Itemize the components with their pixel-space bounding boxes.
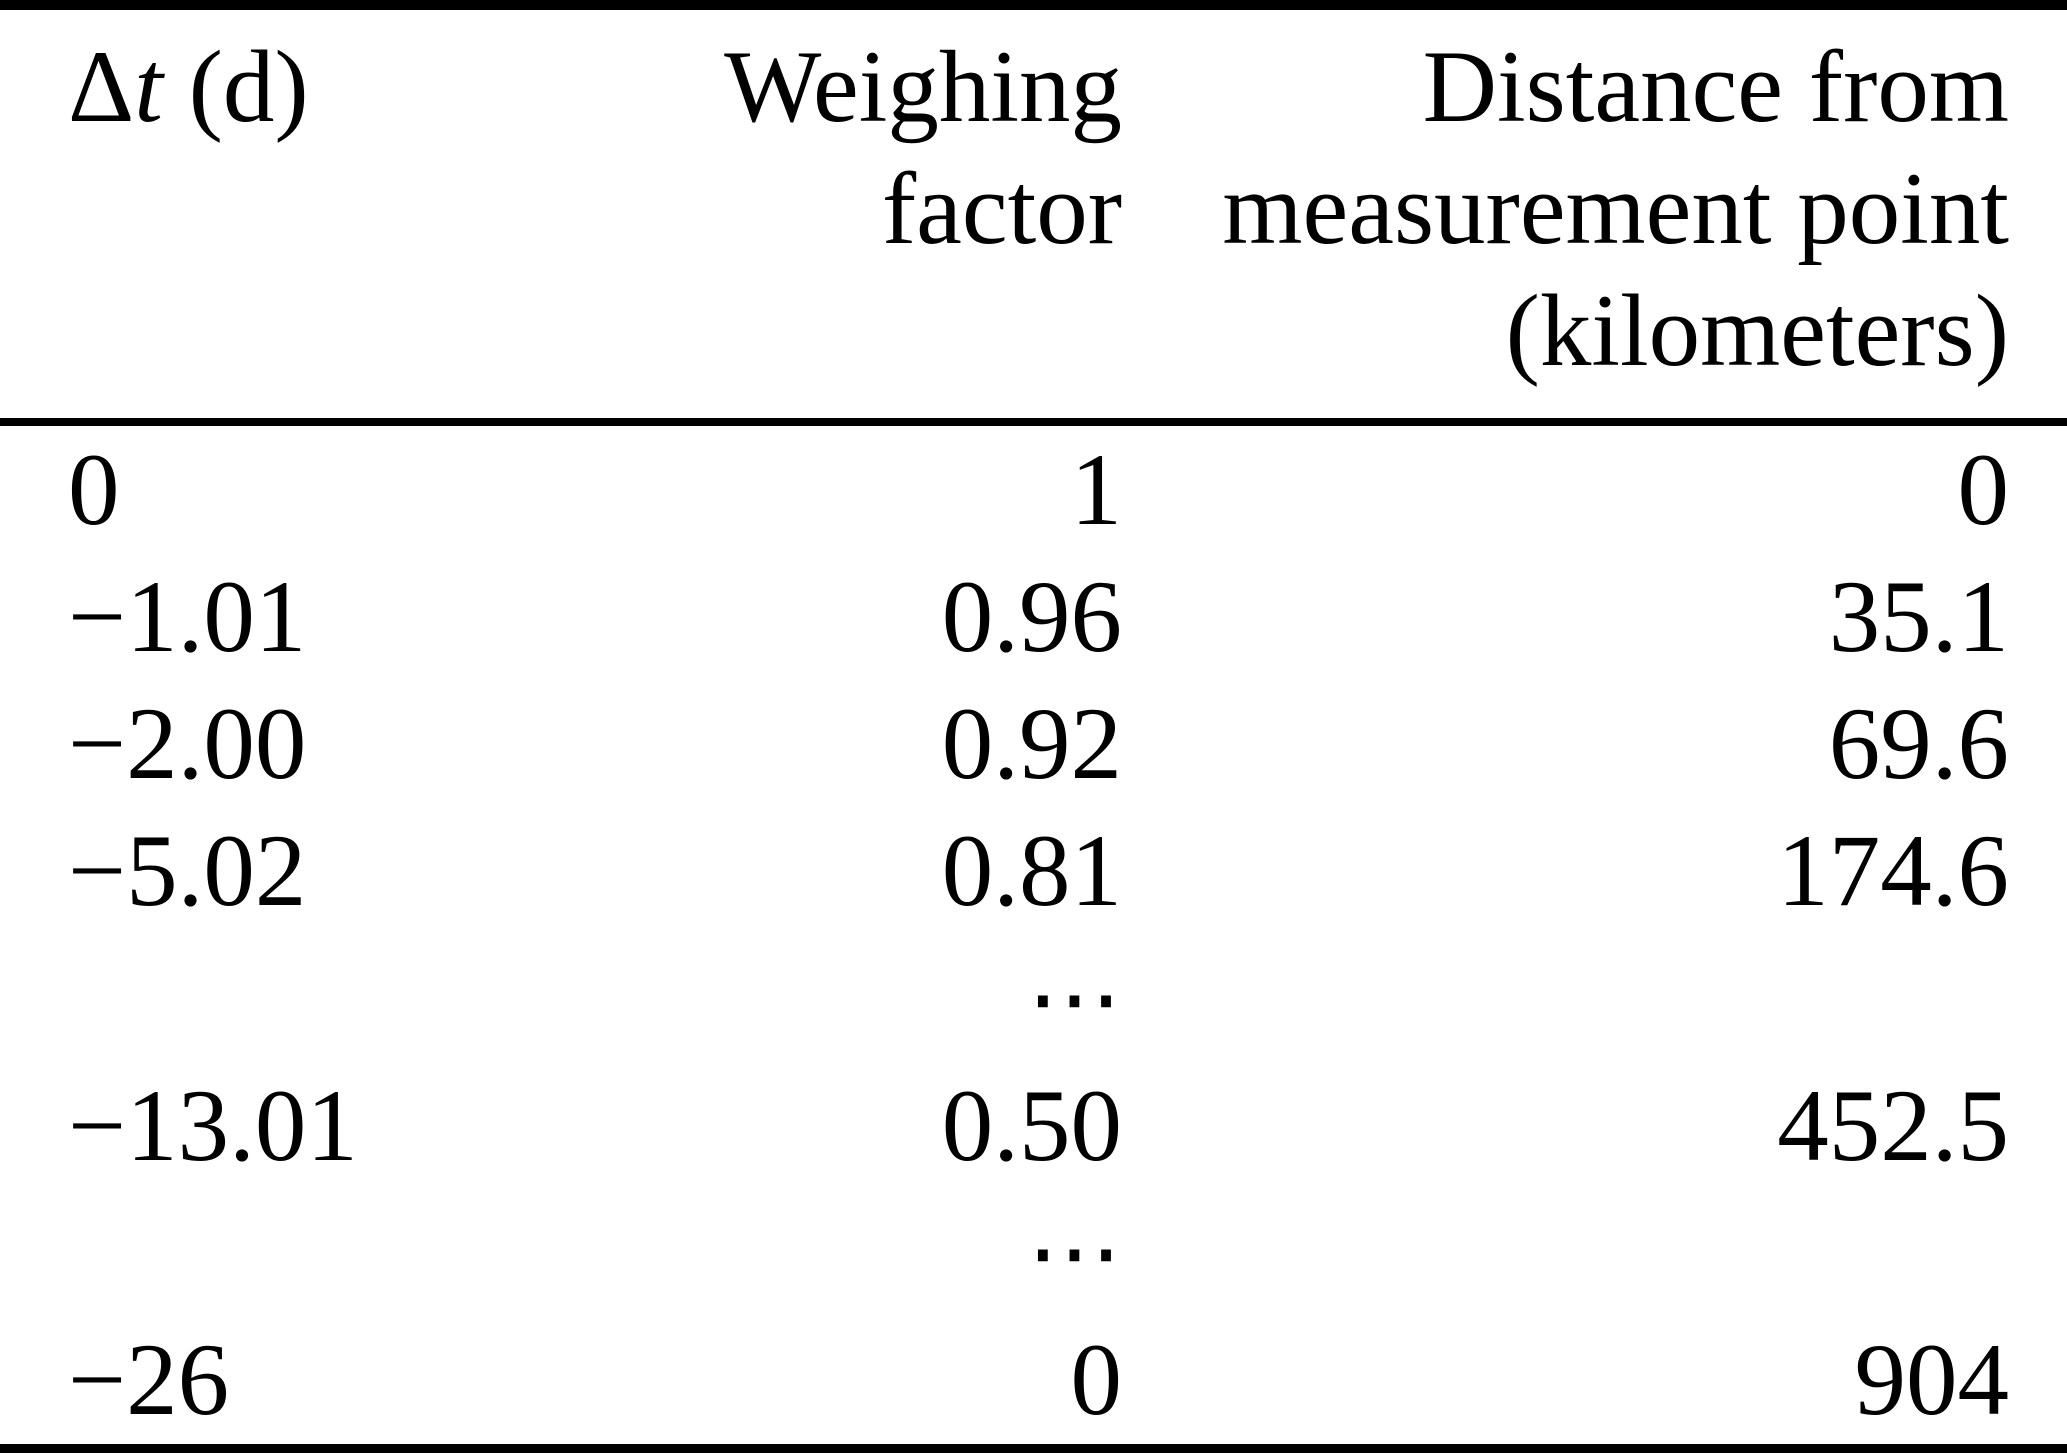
table-header: Δt (d) Weighing factor Distance from mea… [0,5,2067,422]
cell-delta-t: −5.02 [68,814,307,929]
table-body: 0 1 0 −1.01 0.96 35.1 −2.00 0.92 69.6 −5… [0,422,2067,1449]
cell-distance: 0 [1957,432,2010,547]
header-delta-t: Δt (d) [0,5,497,422]
cell-delta-t [0,935,497,1062]
cell-delta-t: −13.01 [68,1068,358,1183]
delta-t-unit: (d) [162,30,309,144]
header-weighing-factor: Weighing factor [724,30,1122,266]
header-distance-line-2: measurement point [1222,152,2009,266]
cell-weight: 0.81 [941,814,1122,929]
table-row-ellipsis: ⋯ [0,935,2067,1062]
cell-distance: 452.5 [1777,1068,2009,1183]
cell-weight: 0.50 [941,1068,1122,1183]
header-distance-line-1: Distance from [1422,30,2009,144]
cell-delta-t [0,1189,497,1316]
header-distance-line-3: (kilometers) [1505,274,2009,388]
cell-weight: 0.96 [941,559,1122,674]
cell-distance [1122,935,2067,1062]
cell-weight: 1 [1070,432,1123,547]
header-row: Δt (d) Weighing factor Distance from mea… [0,5,2067,422]
header-distance: Distance from measurement point (kilomet… [1122,5,2067,422]
cell-distance: 35.1 [1828,559,2009,674]
delta-symbol: Δ [68,30,135,144]
cell-delta-t: −2.00 [68,687,307,802]
table-row: 0 1 0 [0,422,2067,553]
ellipsis-dots: ⋯ [1027,943,1122,1054]
cell-delta-t: −26 [68,1323,230,1438]
table-row-ellipsis: ⋯ [0,1189,2067,1316]
table-row: −13.01 0.50 452.5 [0,1062,2067,1189]
cell-weight: 0.92 [941,687,1122,802]
cell-delta-t: 0 [68,432,120,547]
cell-delta-t: −1.01 [68,559,307,674]
table-row: −5.02 0.81 174.6 [0,808,2067,935]
table-row: −2.00 0.92 69.6 [0,681,2067,808]
table-row: −1.01 0.96 35.1 [0,553,2067,680]
cell-distance: 69.6 [1828,687,2009,802]
table-row: −26 0 904 [0,1317,2067,1449]
cell-distance [1122,1189,2067,1316]
ellipsis-dots: ⋯ [1027,1198,1122,1309]
cell-distance: 904 [1854,1323,2010,1438]
time-variable: t [134,30,163,144]
cell-weight: 0 [1070,1323,1123,1438]
cell-distance: 174.6 [1777,814,2009,929]
